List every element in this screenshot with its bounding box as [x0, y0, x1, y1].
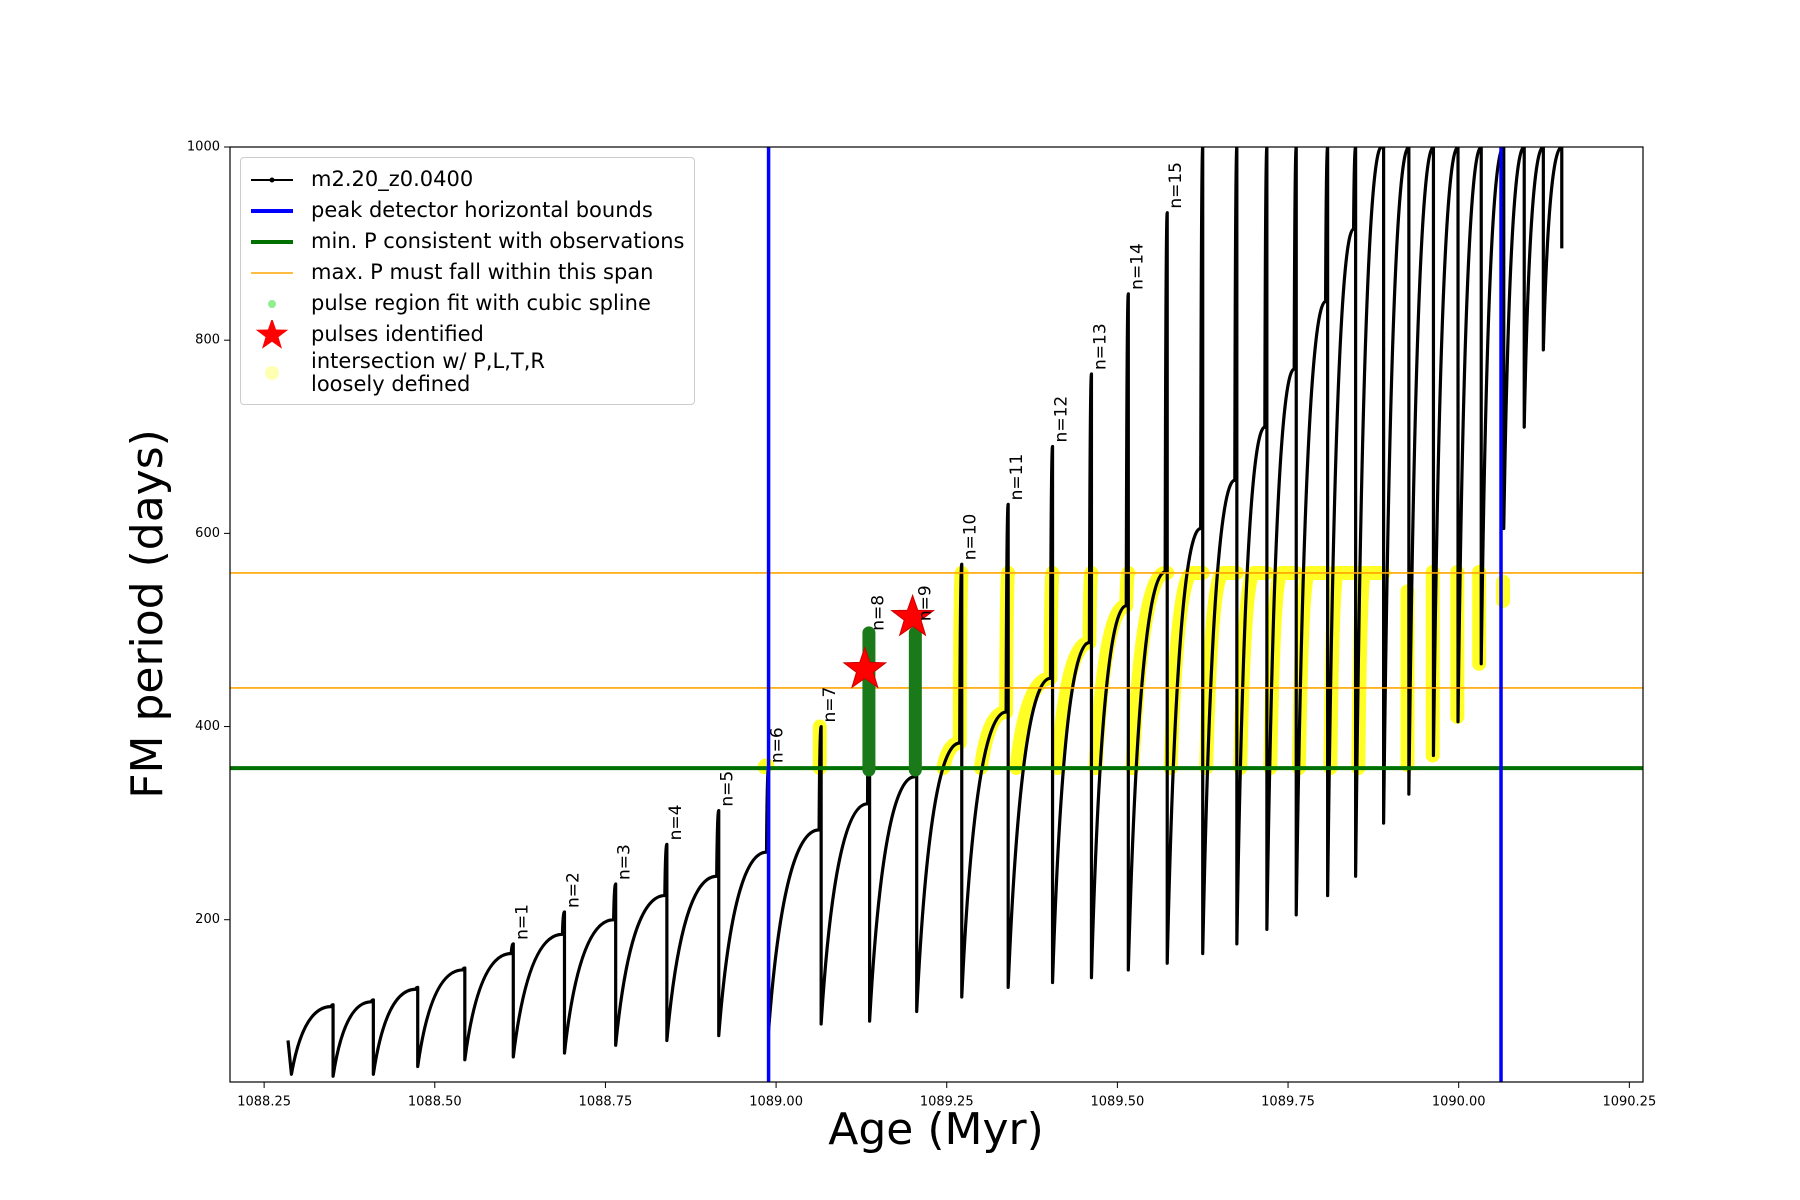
legend-dot: [265, 366, 279, 380]
legend-entry: min. P consistent with observations: [247, 226, 684, 257]
legend-entry: peak detector horizontal bounds: [247, 195, 684, 226]
peak-annotation: n=10: [961, 514, 981, 561]
pulse-region: [862, 626, 922, 777]
peak-annotation: n=6: [768, 727, 788, 763]
pulse-star: [842, 646, 888, 689]
x-tick-label: 1088.75: [579, 1095, 633, 1110]
peak-annotation: n=3: [615, 844, 635, 880]
x-tick-label: 1090.25: [1602, 1095, 1656, 1110]
legend-star: [255, 319, 289, 349]
x-axis-label: Age (Myr): [828, 1104, 1044, 1155]
peak-annotation: n=15: [1166, 162, 1186, 209]
legend-marker: [255, 319, 289, 349]
x-tick-label: 1089.00: [749, 1095, 803, 1110]
x-tick-label: 1090.00: [1432, 1095, 1486, 1110]
y-tick-label: 1000: [187, 140, 220, 155]
legend-entry: pulses identified: [247, 319, 684, 350]
legend-label: min. P consistent with observations: [311, 229, 685, 253]
x-tick-label: 1089.75: [1261, 1095, 1315, 1110]
peak-annotation: n=1: [512, 904, 532, 940]
peak-annotation: n=14: [1127, 243, 1147, 290]
legend-entry: intersection w/ P,L,T,R loosely defined: [247, 350, 684, 396]
peak-annotation: n=12: [1052, 396, 1072, 443]
data-line: [286, 147, 1564, 1078]
y-tick-label: 400: [195, 719, 220, 734]
peak-annotation: n=7: [820, 687, 840, 723]
y-tick-label: 800: [195, 333, 220, 348]
legend-entry: pulse region fit with cubic spline: [247, 288, 684, 319]
legend-label: intersection w/ P,L,T,R loosely defined: [311, 349, 545, 396]
x-tick-label: 1089.50: [1091, 1095, 1145, 1110]
peak-annotation: n=2: [563, 872, 583, 908]
y-tick-label: 200: [195, 912, 220, 927]
pulse-star: [890, 593, 935, 637]
legend-marker: [251, 271, 293, 274]
legend-label: max. P must fall within this span: [311, 260, 654, 284]
legend-entry: max. P must fall within this span: [247, 257, 684, 288]
legend-marker: [268, 299, 276, 308]
y-axis-label: FM period (days): [122, 429, 173, 799]
legend-label: peak detector horizontal bounds: [311, 198, 653, 222]
plot-frame: [229, 146, 1644, 1083]
peak-annotation: n=5: [718, 771, 738, 807]
peak-annotation: n=4: [666, 805, 686, 841]
legend-marker: [251, 208, 293, 213]
legend-marker: [251, 239, 293, 244]
legend-label: pulse region fit with cubic spline: [311, 291, 651, 315]
x-tick-label: 1088.50: [408, 1095, 462, 1110]
plot-area: [230, 147, 1643, 1082]
x-tick-label: 1088.25: [237, 1095, 291, 1110]
peak-annotation: n=11: [1007, 454, 1027, 501]
legend-entry: m2.20_z0.0400: [247, 164, 684, 195]
y-tick-label: 600: [195, 526, 220, 541]
legend-marker: [265, 366, 279, 380]
legend-dot: [268, 299, 276, 308]
legend-marker: [251, 177, 293, 182]
legend-label: pulses identified: [311, 322, 484, 346]
x-tick-label: 1089.25: [920, 1095, 974, 1110]
peak-annotation: n=9: [916, 585, 936, 621]
legend-dot: [269, 177, 275, 182]
legend-label: m2.20_z0.0400: [311, 167, 474, 191]
peak-annotation: n=8: [869, 595, 889, 631]
peak-annotation: n=13: [1090, 323, 1110, 370]
